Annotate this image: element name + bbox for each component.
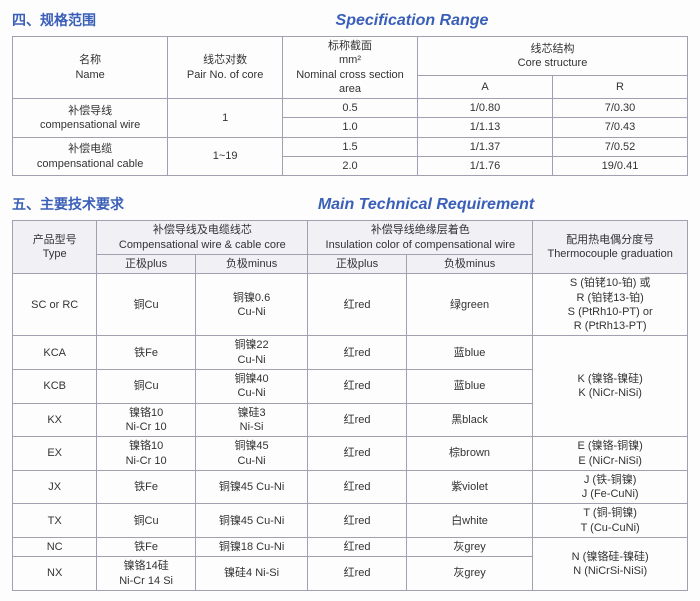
table-cell: 蓝blue xyxy=(406,336,533,370)
table-cell: 7/0.43 xyxy=(553,118,688,137)
th-cross: 标称截面mm²Nominal cross sectionarea xyxy=(283,37,418,99)
section2-header: 五、主要技术要求 Main Technical Requirement xyxy=(12,194,688,214)
table-cell: 铜Cu xyxy=(97,504,195,538)
table-cell: K (镍铬-镍硅)K (NiCr-NiSi) xyxy=(533,336,688,437)
table-cell: 0.5 xyxy=(283,99,418,118)
table-cell: 绿green xyxy=(406,274,533,336)
table-cell: 镍硅3Ni-Si xyxy=(195,403,308,437)
th-tc: 配用热电偶分度号Thermocouple graduation xyxy=(533,221,688,274)
table-cell: 2.0 xyxy=(283,157,418,176)
table-cell: 1.5 xyxy=(283,137,418,156)
table-cell: 1/0.80 xyxy=(418,99,553,118)
table-cell: 1~19 xyxy=(168,137,283,176)
table-cell: NC xyxy=(13,538,97,557)
table-cell: 紫violet xyxy=(406,470,533,504)
table-cell: 铜镍0.6Cu-Ni xyxy=(195,274,308,336)
table-cell: 7/0.52 xyxy=(553,137,688,156)
table-cell: 红red xyxy=(308,557,406,591)
table-cell: J (铁-铜镍)J (Fe-CuNi) xyxy=(533,470,688,504)
table-cell: 红red xyxy=(308,437,406,471)
table-cell: NX xyxy=(13,557,97,591)
table-cell: 黑black xyxy=(406,403,533,437)
table-cell: N (镍铬硅-镍硅)N (NiCrSi-NiSi) xyxy=(533,538,688,591)
table-cell: 7/0.30 xyxy=(553,99,688,118)
table-cell: 红red xyxy=(308,370,406,404)
table-cell: 19/0.41 xyxy=(553,157,688,176)
table-cell: 红red xyxy=(308,538,406,557)
table-cell: 灰grey xyxy=(406,557,533,591)
th-pairno: 线芯对数Pair No. of core xyxy=(168,37,283,99)
table-cell: 蓝blue xyxy=(406,370,533,404)
table-cell: E (镍铬-铜镍)E (NiCr-NiSi) xyxy=(533,437,688,471)
table-cell: 镍铬10Ni-Cr 10 xyxy=(97,403,195,437)
table-cell: 铜Cu xyxy=(97,370,195,404)
table-cell: KCA xyxy=(13,336,97,370)
table-cell: 红red xyxy=(308,336,406,370)
table-cell: 红red xyxy=(308,274,406,336)
section1-header: 四、规格范围 Specification Range xyxy=(12,10,688,30)
table-cell: 灰grey xyxy=(406,538,533,557)
table-cell: 镍硅4 Ni-Si xyxy=(195,557,308,591)
table-cell: 铜镍40Cu-Ni xyxy=(195,370,308,404)
table-cell: JX xyxy=(13,470,97,504)
table-cell: 补偿电缆compensational cable xyxy=(13,137,168,176)
th-core2: 补偿导线及电缆线芯Compensational wire & cable cor… xyxy=(97,221,308,255)
th-plus: 正极plus xyxy=(97,254,195,273)
table-cell: 1 xyxy=(168,99,283,138)
table-cell: 补偿导线compensational wire xyxy=(13,99,168,138)
table-cell: 棕brown xyxy=(406,437,533,471)
th-ins: 补偿导线绝缘层着色Insulation color of compensatio… xyxy=(308,221,533,255)
table-cell: 铜镍45 Cu-Ni xyxy=(195,504,308,538)
table-cell: 铜镍45 Cu-Ni xyxy=(195,470,308,504)
table-cell: 铁Fe xyxy=(97,470,195,504)
th-minus: 负极minus xyxy=(195,254,308,273)
th-plus2: 正极plus xyxy=(308,254,406,273)
th-A: A xyxy=(418,76,553,99)
table-cell: 铜镍45Cu-Ni xyxy=(195,437,308,471)
th-core: 线芯结构Core structure xyxy=(418,37,688,76)
table-cell: T (铜-铜镍)T (Cu-CuNi) xyxy=(533,504,688,538)
spec-range-table: 名称Name 线芯对数Pair No. of core 标称截面mm²Nomin… xyxy=(12,36,688,176)
table-cell: 红red xyxy=(308,403,406,437)
tech-req-table: 产品型号Type 补偿导线及电缆线芯Compensational wire & … xyxy=(12,220,688,591)
section1-title-left: 四、规格范围 xyxy=(12,10,96,30)
table-cell: 1/1.13 xyxy=(418,118,553,137)
table-cell: 铜镍18 Cu-Ni xyxy=(195,538,308,557)
section1-title-right: Specification Range xyxy=(136,12,688,30)
table-cell: 红red xyxy=(308,504,406,538)
table-cell: 1/1.37 xyxy=(418,137,553,156)
table-cell: 铜Cu xyxy=(97,274,195,336)
table-cell: EX xyxy=(13,437,97,471)
table-cell: TX xyxy=(13,504,97,538)
table-cell: 铁Fe xyxy=(97,538,195,557)
section2-title-left: 五、主要技术要求 xyxy=(12,194,124,214)
table-cell: 白white xyxy=(406,504,533,538)
table-cell: 镍铬14硅Ni-Cr 14 Si xyxy=(97,557,195,591)
th-type: 产品型号Type xyxy=(13,221,97,274)
table-cell: 镍铬10Ni-Cr 10 xyxy=(97,437,195,471)
table-cell: 铁Fe xyxy=(97,336,195,370)
table-cell: KCB xyxy=(13,370,97,404)
table-cell: SC or RC xyxy=(13,274,97,336)
th-minus2: 负极minus xyxy=(406,254,533,273)
table-cell: 1.0 xyxy=(283,118,418,137)
th-R: R xyxy=(553,76,688,99)
table-cell: 红red xyxy=(308,470,406,504)
section2-title-right: Main Technical Requirement xyxy=(164,196,688,214)
table-cell: 铜镍22Cu-Ni xyxy=(195,336,308,370)
th-name: 名称Name xyxy=(13,37,168,99)
table-cell: KX xyxy=(13,403,97,437)
table-cell: 1/1.76 xyxy=(418,157,553,176)
table-cell: S (铂铑10-铂) 或R (铂铑13-铂)S (PtRh10-PT) orR … xyxy=(533,274,688,336)
